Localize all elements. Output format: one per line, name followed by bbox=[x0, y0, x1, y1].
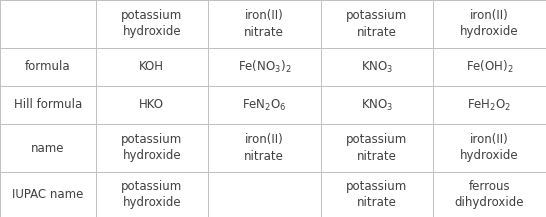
Text: Fe(NO$_3$)$_2$: Fe(NO$_3$)$_2$ bbox=[238, 59, 291, 75]
Text: KNO$_3$: KNO$_3$ bbox=[360, 97, 393, 113]
Text: iron(II)
nitrate: iron(II) nitrate bbox=[244, 133, 284, 163]
Text: potassium
nitrate: potassium nitrate bbox=[346, 133, 407, 163]
Text: iron(II)
hydroxide: iron(II) hydroxide bbox=[460, 10, 519, 38]
Text: potassium
nitrate: potassium nitrate bbox=[346, 10, 407, 38]
Text: iron(II)
nitrate: iron(II) nitrate bbox=[244, 10, 284, 38]
Text: ferrous
dihydroxide: ferrous dihydroxide bbox=[455, 180, 524, 209]
Text: potassium
hydroxide: potassium hydroxide bbox=[121, 133, 182, 163]
Text: name: name bbox=[31, 141, 64, 155]
Text: KNO$_3$: KNO$_3$ bbox=[360, 59, 393, 75]
Text: potassium
hydroxide: potassium hydroxide bbox=[121, 10, 182, 38]
Text: FeN$_2$O$_6$: FeN$_2$O$_6$ bbox=[242, 97, 287, 113]
Text: iron(II)
hydroxide: iron(II) hydroxide bbox=[460, 133, 519, 163]
Text: FeH$_2$O$_2$: FeH$_2$O$_2$ bbox=[467, 97, 512, 113]
Text: HKO: HKO bbox=[139, 99, 164, 112]
Text: Hill formula: Hill formula bbox=[14, 99, 82, 112]
Text: potassium
nitrate: potassium nitrate bbox=[346, 180, 407, 209]
Text: formula: formula bbox=[25, 61, 70, 74]
Text: KOH: KOH bbox=[139, 61, 164, 74]
Text: IUPAC name: IUPAC name bbox=[12, 188, 84, 201]
Text: potassium
hydroxide: potassium hydroxide bbox=[121, 180, 182, 209]
Text: Fe(OH)$_2$: Fe(OH)$_2$ bbox=[466, 59, 513, 75]
